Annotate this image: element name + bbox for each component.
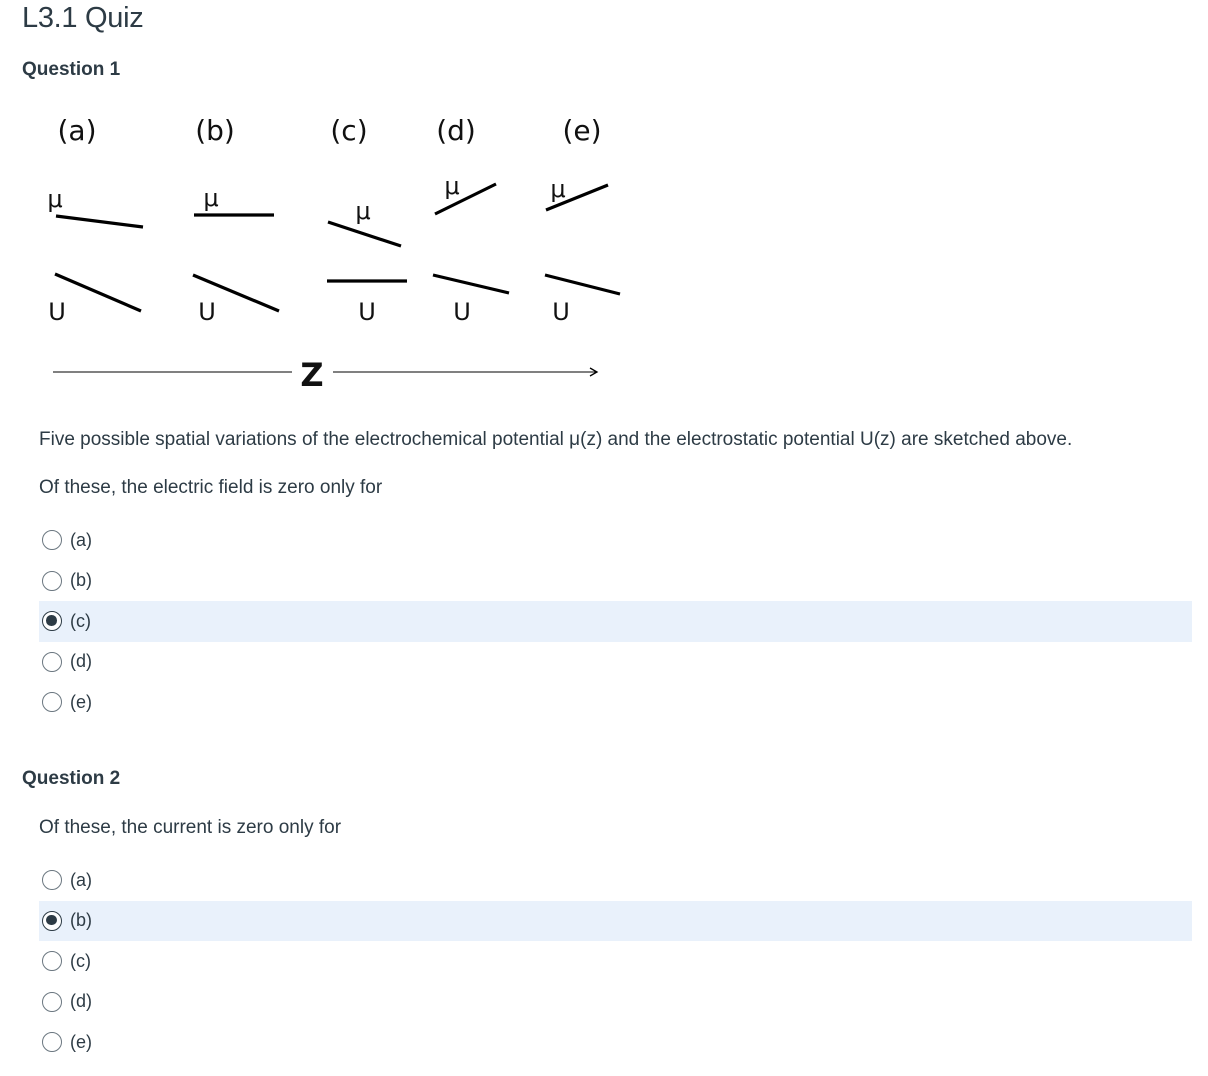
option-label: (a) [70,869,92,890]
question-1-option[interactable]: (c) [39,601,1192,642]
question-2-heading: Question 2 [22,768,121,789]
mu-symbol-d: μ [444,172,459,200]
radio-button[interactable] [42,692,62,713]
question-2-answer-list: (a) (b) (c) (d) (e) [39,860,1192,1063]
option-label: (b) [70,570,92,591]
option-label: (c) [70,610,91,631]
option-label: (e) [70,1031,92,1052]
mu-symbol-b: μ [203,184,218,212]
z-axis-arrowhead [589,367,599,377]
potential-sketch: (a) (b) (c) (d) (e) μ μ μ μ μ U U U U U … [47,114,621,394]
u-line-d [432,273,510,295]
radio-button[interactable] [42,951,62,972]
option-label: (d) [70,651,92,672]
question-1-prompt: Of these, the electric field is zero onl… [39,477,383,498]
u-symbol-c: U [358,298,376,326]
u-symbol-e: U [552,298,570,326]
radio-button[interactable] [42,570,62,591]
question-2-option[interactable]: (c) [39,941,1192,982]
question-1-option[interactable]: (b) [39,561,1192,602]
potential-figure: (a) (b) (c) (d) (e) μ μ μ μ μ U U U U U … [0,100,640,400]
mu-line-e [545,183,609,212]
question-2-option[interactable]: (e) [39,1022,1192,1063]
question-2-option[interactable]: (a) [39,860,1192,901]
u-symbol-a: U [48,298,66,326]
option-label: (e) [70,691,92,712]
radio-button[interactable] [42,1032,62,1053]
radio-button[interactable] [42,611,62,632]
radio-button[interactable] [42,870,62,891]
option-label: (d) [70,991,92,1012]
option-label: (c) [70,950,91,971]
case-label-e: (e) [562,114,601,147]
radio-button[interactable] [42,991,62,1012]
mu-line-a [55,214,144,229]
question-1-heading: Question 1 [22,59,121,80]
case-label-c: (c) [330,114,367,147]
question-1-description: Five possible spatial variations of the … [39,429,1073,450]
u-symbol-d: U [453,298,471,326]
case-label-a: (a) [57,114,96,147]
question-2-prompt: Of these, the current is zero only for [39,817,342,838]
u-line-b [192,273,280,313]
mu-symbol-c: μ [355,197,370,225]
case-label-d: (d) [436,114,476,147]
z-axis-label: Z [300,356,323,394]
question-2-option[interactable]: (d) [39,982,1192,1023]
radio-button[interactable] [42,530,62,551]
quiz-title: L3.1 Quiz [22,2,144,34]
question-1-option[interactable]: (a) [39,520,1192,561]
question-2-option[interactable]: (b) [39,900,1192,941]
case-label-b: (b) [195,114,235,147]
radio-button[interactable] [42,651,62,672]
question-1-option[interactable]: (d) [39,642,1192,683]
option-label: (b) [70,910,92,931]
mu-symbol-e: μ [550,175,565,203]
mu-line-c [327,220,402,248]
option-label: (a) [70,529,92,550]
radio-button[interactable] [42,910,62,931]
u-symbol-b: U [198,298,216,326]
u-line-a [54,272,142,313]
mu-line-d [434,182,497,216]
question-1-answer-list: (a) (b) (c) (d) (e) [39,520,1192,723]
u-line-e [544,273,621,296]
mu-symbol-a: μ [47,185,62,213]
question-1-option[interactable]: (e) [39,682,1192,723]
